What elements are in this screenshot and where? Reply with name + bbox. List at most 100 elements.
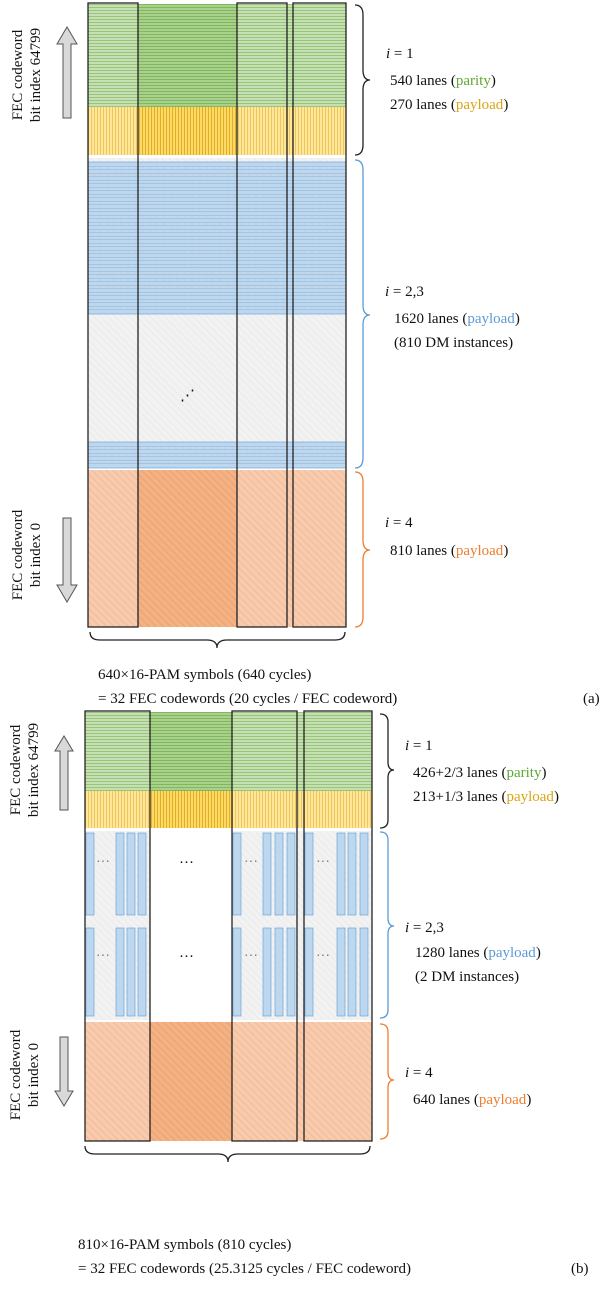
a-top-label: FEC codeword bit index 64799 [10,28,44,122]
dm-bar [126,832,136,916]
b-ellipsis-c1-top: ··· [96,855,110,870]
b-ellipsis-c2-bottom: ··· [244,949,258,964]
b-column-3 [303,710,373,1142]
dm-bar [262,927,272,1017]
b-ellipsis-center-top: ··· [179,855,194,871]
dm-stripe [87,161,347,168]
b-ellipsis-c1-bottom: ··· [96,949,110,964]
b-ellipsis-center-bottom: ··· [179,949,194,965]
dm-bar [274,927,284,1017]
b-payload-yellow-band-dark [150,791,232,828]
a-brace-i23 [354,159,371,469]
b-brace-i4 [379,1023,395,1140]
dm-bar [274,832,284,916]
a-ellipsis: ⋰ [180,388,195,404]
a-g2-title: i = 2,3 [385,284,424,300]
svg-text:FEC codeword: FEC codeword [10,29,26,120]
dm-stripe [87,441,347,448]
dm-stripe [87,238,347,245]
dm-bar [262,832,272,916]
dm-stripe [87,224,347,231]
b-g2-line2: (2 DM instances) [415,969,519,985]
dm-stripe [87,168,347,175]
dm-bar [126,927,136,1017]
dm-bar [286,832,296,916]
a-g1-line2: 270 lanes (payload) [390,97,508,113]
a-payload-orange-band-dark [138,470,237,627]
a-g1-title: i = 1 [386,46,414,62]
dm-stripe [87,287,347,294]
a-column-1 [87,2,139,628]
dm-bar [336,832,346,916]
a-column-3 [292,2,347,628]
dm-bar [347,832,357,916]
dm-stripe [87,203,347,210]
b-parity-band-dark [150,712,232,791]
dm-stripe [87,210,347,217]
a-g2-line2: (810 DM instances) [394,335,513,351]
b-bottom-line1: 810×16-PAM symbols (810 cycles) [78,1237,291,1253]
dm-stripe [87,217,347,224]
a-column-2 [236,2,288,628]
a-payload-yellow-band-dark [138,107,237,155]
svg-text:bit index 0: bit index 0 [26,1043,42,1107]
a-g2-line1: 1620 lanes (payload) [394,311,520,327]
dm-bar [304,832,314,916]
b-dm-stripes [85,832,369,1017]
b-bottom-line2: = 32 FEC codewords (25.3125 cycles / FEC… [78,1261,411,1277]
dm-stripe [87,308,347,315]
dm-stripe [87,448,347,455]
dm-bar [85,832,95,916]
b-payload-orange-band-dark [150,1022,232,1141]
dm-bar [232,832,242,916]
b-ellipsis-group: ··· ··· ··· ··· ··· ··· ··· ··· [96,855,330,965]
panel-b: ··· ··· ··· ··· ··· ··· ··· ··· FEC code… [8,710,589,1277]
a-brace-i1 [354,4,371,156]
b-bottom-label: FEC codeword bit index 0 [8,1029,42,1120]
a-g3-title: i = 4 [385,515,413,531]
a-arrow-down-icon [56,517,78,603]
dm-bar [336,927,346,1017]
a-parity-band-dark [138,4,237,107]
dm-stripe [87,231,347,238]
a-g1-line1: 540 lanes (parity) [390,73,496,89]
dm-bar [232,927,242,1017]
dm-bar [304,927,314,1017]
a-g3-line1: 810 lanes (payload) [390,543,508,559]
dm-bar [115,927,125,1017]
b-ellipsis-c3-top: ··· [316,855,330,870]
a-bottom-line2: = 32 FEC codewords (20 cycles / FEC code… [98,691,397,707]
svg-text:FEC codeword: FEC codeword [10,509,26,600]
dm-stripe [87,273,347,280]
dm-stripe [87,280,347,287]
b-ellipsis-c2-top: ··· [244,855,258,870]
dm-stripe [87,196,347,203]
dm-bar [347,927,357,1017]
a-bottom-label: FEC codeword bit index 0 [10,509,44,600]
dm-bar [137,832,147,916]
dm-stripe [87,455,347,462]
svg-text:FEC codeword: FEC codeword [8,724,24,815]
dm-bar [359,927,369,1017]
svg-text:bit index 0: bit index 0 [28,523,44,587]
dm-stripe [87,252,347,259]
b-bottom-brace [84,1145,371,1163]
dm-bar [286,927,296,1017]
b-g3-title: i = 4 [405,1065,433,1081]
b-g1-line1: 426+2/3 lanes (parity) [413,765,546,781]
b-g2-title: i = 2,3 [405,920,444,936]
dm-stripe [87,259,347,266]
dm-stripe [87,245,347,252]
dm-bar [137,927,147,1017]
b-brace-i23 [379,831,395,1019]
b-panel-tag: (b) [571,1261,589,1277]
dm-bar [115,832,125,916]
dm-stripe [87,182,347,189]
b-g3-line1: 640 lanes (payload) [413,1092,531,1108]
dm-stripe [87,294,347,301]
dm-stripe [87,175,347,182]
svg-text:bit index 64799: bit index 64799 [26,723,42,817]
b-top-label: FEC codeword bit index 64799 [8,723,42,817]
a-bottom-line1: 640×16-PAM symbols (640 cycles) [98,667,311,683]
